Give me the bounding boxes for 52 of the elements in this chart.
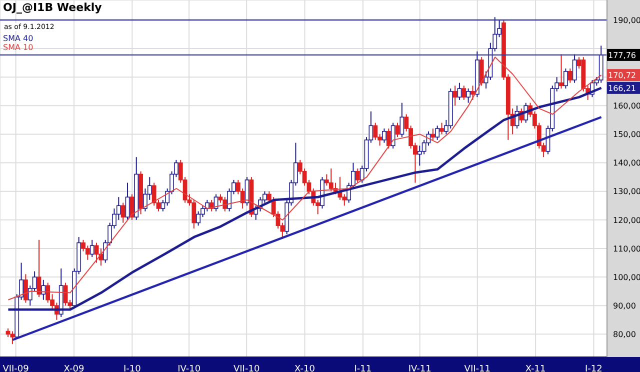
chart-title: OJ_@I1B Weekly xyxy=(3,1,102,14)
candlestick xyxy=(120,202,126,224)
x-tick-label: IV-10 xyxy=(178,364,201,372)
candlestick xyxy=(568,68,572,84)
candlestick xyxy=(222,196,228,212)
candlestick xyxy=(10,330,15,345)
candlestick xyxy=(400,102,404,138)
y-tick-label: 90,00 xyxy=(613,301,636,310)
candlestick xyxy=(440,122,444,135)
x-tick-label: IV-11 xyxy=(408,364,432,372)
annotation: 170,72 xyxy=(608,71,636,80)
x-tick-label: X-11 xyxy=(525,364,546,372)
candlestick xyxy=(462,85,466,100)
candlestick xyxy=(24,274,28,304)
x-tick-label: I-11 xyxy=(354,364,372,372)
candlestick xyxy=(130,194,134,220)
candlestick xyxy=(457,82,462,100)
candlestick xyxy=(85,245,90,260)
x-tick-label: X-09 xyxy=(64,364,84,372)
x-tick-label: X-10 xyxy=(294,364,316,372)
candlestick xyxy=(559,54,564,90)
x-tick-label: I-12 xyxy=(585,364,602,372)
text: SMA 10 xyxy=(3,43,34,52)
x-tick-label: I-10 xyxy=(123,364,142,372)
candlestick xyxy=(479,56,484,86)
candlestick xyxy=(386,128,391,150)
candlestick xyxy=(466,88,471,104)
candlestick xyxy=(46,282,50,304)
x-tick-label: VII-11 xyxy=(464,364,490,372)
candlestick xyxy=(90,239,94,258)
candlestick xyxy=(470,85,475,100)
candlestick xyxy=(196,210,201,226)
candlestick xyxy=(452,85,458,106)
candlestick xyxy=(355,168,360,184)
candlestick xyxy=(435,125,440,140)
candlestick xyxy=(328,168,334,192)
candlestick xyxy=(382,128,386,144)
candlestick xyxy=(563,68,568,90)
candlestick xyxy=(430,128,436,140)
candlestick xyxy=(125,182,130,220)
y-tick-label: 80,00 xyxy=(613,330,636,339)
x-tick-label: VII-10 xyxy=(234,364,260,372)
candlestick xyxy=(390,122,396,150)
candlestick xyxy=(41,279,46,300)
candlestick xyxy=(373,122,378,140)
text: SMA 40 xyxy=(3,34,34,43)
candlestick xyxy=(94,242,99,264)
candlestick xyxy=(572,54,577,84)
line-series xyxy=(8,56,602,300)
annotation: 166,21 xyxy=(608,84,636,93)
x-tick-label: VII-09 xyxy=(2,364,30,372)
annotation: 177,76 xyxy=(608,50,636,60)
